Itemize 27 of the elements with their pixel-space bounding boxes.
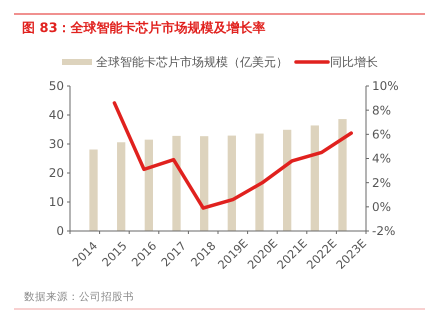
bar: [310, 125, 319, 231]
y2-tick-label: -2%: [372, 224, 396, 238]
y2-tick-label: 4%: [372, 152, 392, 166]
bar: [283, 130, 292, 231]
legend-label: 同比增长: [330, 55, 378, 70]
y-tick-label: 10: [48, 195, 64, 210]
bar: [228, 136, 236, 231]
bar: [89, 150, 98, 231]
y2-tick-label: 6%: [372, 128, 392, 142]
source-note: 数据来源：公司招股书: [24, 290, 134, 303]
bar: [338, 119, 347, 231]
line-series: [112, 101, 353, 210]
bar: [144, 140, 153, 231]
bar: [200, 136, 208, 231]
chart-title: 图 83：全球智能卡芯片市场规模及增长率: [22, 20, 266, 36]
y-tick-label: 20: [48, 166, 64, 180]
bar: [255, 134, 264, 231]
bar: [117, 142, 126, 231]
y-tick-label: 50: [48, 79, 64, 94]
y-tick-label: 0: [56, 224, 64, 238]
y2-tick-label: 0%: [372, 200, 392, 214]
y2-tick-label: 2%: [372, 176, 392, 190]
y-tick-label: 40: [48, 108, 64, 122]
y-tick-label: 30: [48, 137, 64, 152]
y2-tick-label: 10%: [372, 79, 399, 94]
legend-label: 全球智能卡芯片市场规模（亿美元）: [96, 55, 288, 70]
y2-tick-label: 8%: [372, 103, 392, 118]
